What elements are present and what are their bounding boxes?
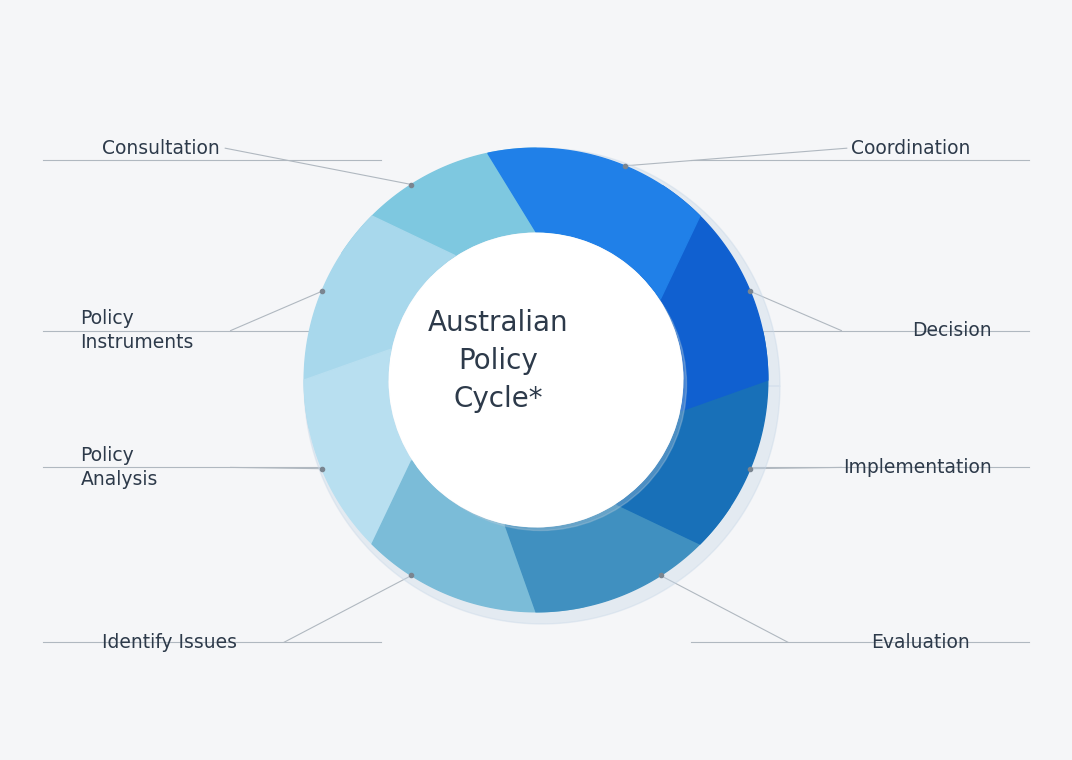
Polygon shape xyxy=(342,148,567,275)
Polygon shape xyxy=(304,349,431,575)
Polygon shape xyxy=(304,148,780,624)
Polygon shape xyxy=(488,148,700,299)
Circle shape xyxy=(389,233,683,527)
Text: Policy
Instruments: Policy Instruments xyxy=(80,309,194,352)
Text: Coordination: Coordination xyxy=(850,138,970,157)
Text: Identify Issues: Identify Issues xyxy=(102,632,237,652)
Text: Policy
Analysis: Policy Analysis xyxy=(80,446,158,489)
Polygon shape xyxy=(616,332,768,544)
Text: Decision: Decision xyxy=(912,321,992,340)
Circle shape xyxy=(394,239,686,530)
Polygon shape xyxy=(641,185,768,411)
Text: Implementation: Implementation xyxy=(843,458,992,477)
Text: Consultation: Consultation xyxy=(102,138,220,157)
Polygon shape xyxy=(505,485,730,612)
Text: Australian
Policy
Cycle*: Australian Policy Cycle* xyxy=(428,309,568,413)
Polygon shape xyxy=(304,216,456,428)
Polygon shape xyxy=(372,461,584,612)
Text: Evaluation: Evaluation xyxy=(872,632,970,652)
